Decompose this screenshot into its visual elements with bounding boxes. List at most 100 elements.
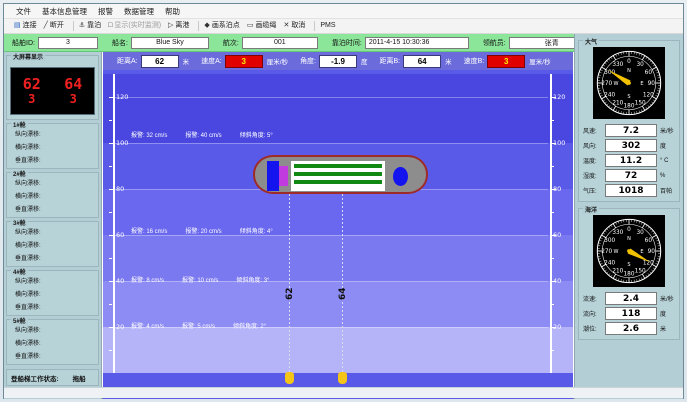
annotation-alarm2: 报警: 10 cm/s bbox=[182, 277, 219, 284]
bigscreen-left-speed: 3 bbox=[28, 92, 36, 106]
toolbar-depart[interactable]: ▷ 离港 bbox=[168, 19, 189, 33]
speed-a-value: 3 bbox=[224, 54, 263, 68]
atmosphere-row: 气压: 1018 百帕 bbox=[581, 183, 677, 198]
svg-text:W: W bbox=[614, 81, 619, 87]
annotation-tilt: 倾斜角度: 3° bbox=[236, 277, 270, 284]
distance-b-label: 距离B: bbox=[379, 58, 401, 65]
vessel-graphic[interactable] bbox=[253, 155, 428, 194]
disconnect-icon: ╱ bbox=[43, 22, 48, 29]
bollard-icon[interactable] bbox=[285, 372, 294, 384]
drift-label: 横向漂移: bbox=[15, 194, 41, 200]
drift-value-field[interactable] bbox=[49, 253, 93, 262]
ocean-label: 潮位: bbox=[583, 327, 597, 333]
drift-value-field[interactable] bbox=[49, 191, 93, 200]
mooring-line[interactable] bbox=[342, 194, 343, 375]
ship-name-value[interactable]: Blue Sky bbox=[130, 36, 209, 49]
svg-text:0: 0 bbox=[627, 59, 631, 65]
bigscreen-group: 大屏幕显示 62 3 64 3 bbox=[6, 52, 99, 120]
toolbar-separator bbox=[72, 21, 74, 31]
berth-monitor-chart[interactable]: 20 40 60 80 100 120 20 40 60 80 100 120 报警: 32 cm/… bbox=[103, 70, 573, 399]
atmosphere-value: 7.2 bbox=[605, 124, 657, 137]
svg-text:E: E bbox=[640, 249, 643, 255]
bigscreen-left-distance: 62 bbox=[22, 75, 41, 93]
ocean-value: 118 bbox=[605, 307, 657, 320]
svg-text:0: 0 bbox=[627, 227, 631, 233]
chart-gridline bbox=[115, 327, 548, 328]
drift-row: 纵向漂移: bbox=[7, 127, 98, 140]
drift-row: 横向漂移: bbox=[7, 140, 98, 153]
mooring-distance-label: 64 bbox=[338, 287, 348, 300]
drift-label: 垂直漂移: bbox=[15, 354, 41, 360]
zone-annotation: 报警: 32 cm/s 报警: 40 cm/s 倾斜角度: 5° bbox=[131, 130, 291, 139]
menu-basic-info[interactable]: 基本信息管理 bbox=[42, 6, 87, 16]
menu-file[interactable]: 文件 bbox=[16, 6, 31, 16]
atmosphere-value: 11.2 bbox=[605, 154, 657, 167]
current-direction-gauge: 0 30 60 90 120 150 180 210 240 270 300 330 N E S W bbox=[593, 215, 665, 287]
atmosphere-unit: 度 bbox=[660, 144, 667, 150]
drift-value-field[interactable] bbox=[49, 302, 93, 311]
drift-value-field[interactable] bbox=[49, 204, 93, 213]
mooring-line[interactable] bbox=[289, 194, 290, 375]
drift-row: 垂直漂移: bbox=[7, 251, 98, 264]
axis-minor-tick bbox=[551, 166, 554, 167]
drift-row: 垂直漂移: bbox=[7, 300, 98, 313]
angle-label: 角度: bbox=[300, 58, 317, 65]
axis-minor-tick bbox=[109, 304, 112, 305]
axis-tick-label: 80 bbox=[116, 185, 125, 193]
annotation-alarm2: 报警: 5 cm/s bbox=[182, 323, 216, 330]
menu-alarm[interactable]: 报警 bbox=[98, 6, 113, 16]
mooring-distance-label: 62 bbox=[285, 287, 295, 300]
drift-value-field[interactable] bbox=[49, 338, 93, 347]
pilot-value[interactable]: 张青 bbox=[508, 36, 595, 49]
atmosphere-row: 风速: 7.2 米/秒 bbox=[581, 123, 677, 138]
axis-tick bbox=[109, 143, 114, 144]
menu-help[interactable]: 帮助 bbox=[165, 6, 180, 16]
speed-b-label: 速度B: bbox=[463, 58, 485, 65]
annotation-tilt: 倾斜角度: 4° bbox=[239, 229, 273, 236]
toolbar-pms[interactable]: PMS bbox=[320, 19, 335, 33]
annotation-tilt: 倾斜角度: 2° bbox=[233, 323, 267, 330]
toolbar-mooring-point[interactable]: ◆ 画系泊点 bbox=[204, 19, 239, 33]
drift-row: 纵向漂移: bbox=[7, 323, 98, 336]
toolbar-disconnect[interactable]: ╱ 断开 bbox=[44, 19, 64, 33]
ocean-group: 海洋 0 30 60 90 120 150 180 210 240 270 300 330 N E S W 流… bbox=[578, 205, 680, 340]
atmosphere-label: 风向: bbox=[583, 144, 597, 150]
drift-value-field[interactable] bbox=[49, 240, 93, 249]
drift-value-field[interactable] bbox=[49, 276, 93, 285]
menu-data[interactable]: 数据管理 bbox=[124, 6, 154, 16]
deck-pipe-line bbox=[294, 172, 382, 176]
voyage-value[interactable]: 001 bbox=[241, 36, 318, 49]
svg-text:S: S bbox=[627, 262, 630, 268]
svg-text:120: 120 bbox=[643, 92, 654, 98]
gangway-status-label: 登船梯工作状态: bbox=[11, 375, 59, 383]
chart-band bbox=[103, 235, 573, 281]
bollard-icon[interactable] bbox=[338, 372, 347, 384]
drift-value-field[interactable] bbox=[49, 129, 93, 138]
toolbar-cancel[interactable]: ✕ 取消 bbox=[283, 19, 305, 33]
annotation-alarm2: 报警: 40 cm/s bbox=[185, 132, 222, 139]
toolbar-berth[interactable]: ⚓ 靠泊 bbox=[79, 19, 101, 33]
ship-id-value[interactable]: 3 bbox=[37, 36, 98, 49]
toolbar-plug[interactable]: ▤ 连接 bbox=[14, 19, 37, 33]
drift-value-field[interactable] bbox=[49, 142, 93, 151]
drift-value-field[interactable] bbox=[49, 351, 93, 360]
drift-value-field[interactable] bbox=[49, 289, 93, 298]
axis-minor-tick bbox=[551, 212, 554, 213]
chart-gridline bbox=[115, 281, 548, 282]
vessel-mast bbox=[279, 166, 288, 186]
drift-label: 纵向漂移: bbox=[15, 132, 41, 138]
drift-value-field[interactable] bbox=[49, 155, 93, 164]
drift-value-field[interactable] bbox=[49, 178, 93, 187]
speed-a-unit: 厘米/秒 bbox=[266, 59, 289, 66]
hold-group-4: 4#舱 纵向漂移: 横向漂移: 垂直漂移: bbox=[6, 267, 99, 316]
berth-time-value[interactable]: 2011-4-15 10:30:36 bbox=[364, 36, 469, 49]
axis-tick bbox=[551, 143, 556, 144]
drift-value-field[interactable] bbox=[49, 227, 93, 236]
toolbar-cable[interactable]: ▭ 画缆绳 bbox=[247, 19, 277, 33]
zone-annotation: 报警: 4 cm/s 报警: 5 cm/s 倾斜角度: 2° bbox=[131, 321, 284, 330]
drift-value-field[interactable] bbox=[49, 325, 93, 334]
atmosphere-group: 大气 0 30 60 90 120 150 180 210 240 270 300 330 N E S W 风… bbox=[578, 37, 680, 202]
plug-icon: ▤ bbox=[14, 22, 21, 29]
drift-label: 纵向漂移: bbox=[15, 279, 41, 285]
status-bar bbox=[4, 387, 683, 398]
